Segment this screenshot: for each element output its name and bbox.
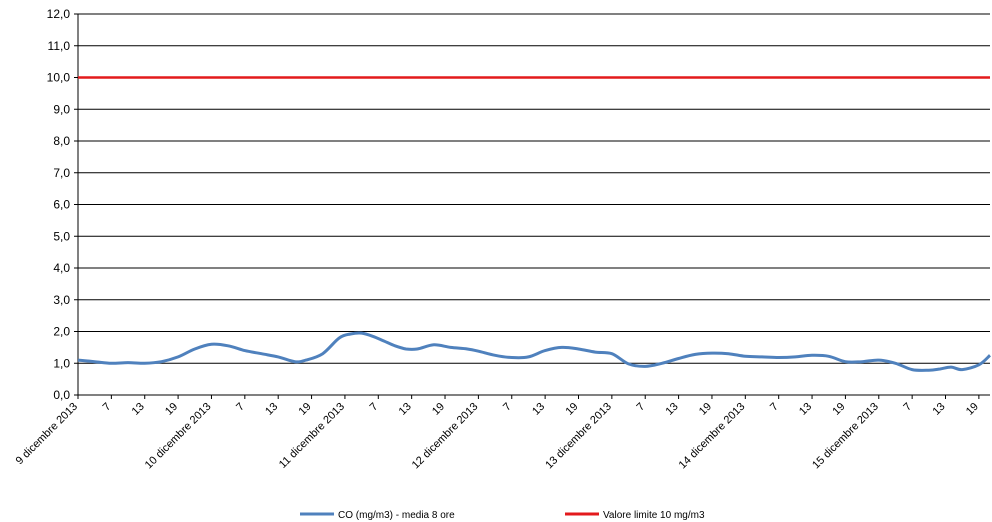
x-tick-label: 7 <box>101 401 114 414</box>
x-tick-label: 19 <box>163 401 180 418</box>
legend-label-limit: Valore limite 10 mg/m3 <box>603 510 705 521</box>
series-line-0 <box>77 331 992 372</box>
x-tick-label: 13 <box>664 401 681 418</box>
y-tick-label: 3,0 <box>53 293 70 307</box>
x-tick-label: 19 <box>697 401 714 418</box>
x-tick-label: 13 <box>797 401 814 418</box>
x-tick-label: 7 <box>768 401 781 414</box>
legend: CO (mg/m3) - media 8 ore Valore limite 1… <box>300 510 705 521</box>
x-tick-label: 13 <box>263 401 280 418</box>
x-tick-label: 19 <box>964 401 981 418</box>
y-tick-label: 10,0 <box>47 71 71 85</box>
x-tick-label: 19 <box>297 401 314 418</box>
x-tick-label: 13 <box>930 401 947 418</box>
x-tick-label: 19 <box>430 401 447 418</box>
y-tick-label: 12,0 <box>47 7 71 21</box>
y-axis-ticks: 0,0 1,0 2,0 3,0 4,0 5,0 6,0 7,0 8,0 9,0 10,0 11,0 12… <box>47 7 78 402</box>
x-tick-label: 12 dicembre 2013 <box>410 401 481 472</box>
x-tick-label: 7 <box>234 401 247 414</box>
series-layer <box>77 76 992 372</box>
x-tick-label: 7 <box>501 401 514 414</box>
y-tick-label: 7,0 <box>53 166 70 180</box>
x-tick-label: 19 <box>563 401 580 418</box>
legend-label-co: CO (mg/m3) - media 8 ore <box>338 510 455 521</box>
x-tick-label: 15 dicembre 2013 <box>810 401 881 472</box>
x-tick-label: 11 dicembre 2013 <box>277 401 347 471</box>
x-tick-label: 13 <box>130 401 147 418</box>
x-tick-label: 13 dicembre 2013 <box>543 401 614 472</box>
y-tick-label: 8,0 <box>53 134 70 148</box>
y-tick-label: 6,0 <box>53 198 70 212</box>
y-tick-label: 9,0 <box>53 102 70 116</box>
y-tick-label: 5,0 <box>53 229 70 243</box>
gridlines <box>77 13 990 396</box>
y-tick-label: 4,0 <box>53 261 70 275</box>
y-tick-label: 2,0 <box>53 325 70 339</box>
x-tick-label: 7 <box>635 401 648 414</box>
x-tick-label: 7 <box>368 401 381 414</box>
y-tick-label: 11,0 <box>48 39 71 53</box>
x-tick-label: 10 dicembre 2013 <box>143 401 214 472</box>
x-tick-label: 14 dicembre 2013 <box>677 401 748 472</box>
x-tick-label: 13 <box>530 401 547 418</box>
x-tick-label: 13 <box>397 401 414 418</box>
x-tick-label: 9 dicembre 2013 <box>14 401 80 467</box>
y-tick-label: 1,0 <box>53 356 70 370</box>
x-tick-label: 19 <box>830 401 847 418</box>
x-tick-label: 7 <box>901 401 914 414</box>
y-tick-label: 0,0 <box>53 388 70 402</box>
